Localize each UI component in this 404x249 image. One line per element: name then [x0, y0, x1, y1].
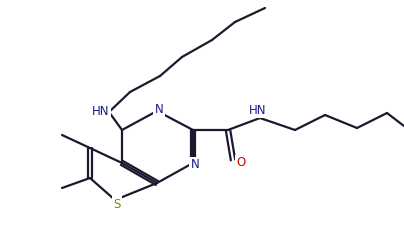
Text: HN: HN [92, 105, 110, 118]
Text: S: S [113, 197, 121, 210]
Text: N: N [155, 103, 163, 116]
Text: O: O [236, 157, 246, 170]
Text: HN: HN [249, 104, 267, 117]
Text: N: N [191, 159, 200, 172]
